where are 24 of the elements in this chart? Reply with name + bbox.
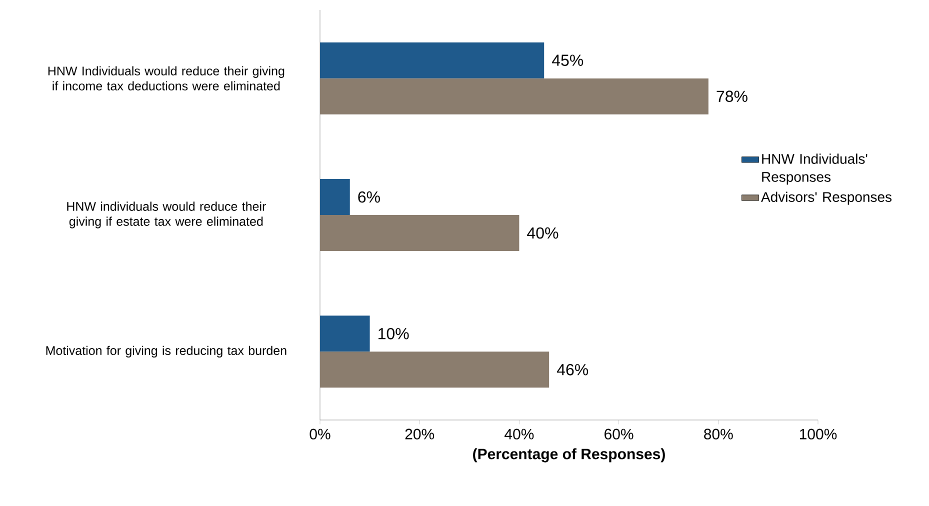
bar bbox=[320, 215, 520, 251]
legend-label: Advisors' Responses bbox=[761, 192, 892, 205]
data-label: 6% bbox=[358, 191, 380, 203]
x-tick-label: 0% bbox=[310, 428, 330, 440]
data-label: 10% bbox=[378, 328, 409, 340]
bar bbox=[320, 352, 550, 388]
data-label: 46% bbox=[556, 364, 588, 376]
data-label: 78% bbox=[716, 90, 748, 102]
x-tick-label: 60% bbox=[604, 428, 634, 440]
legend-label: HNW Individuals' Responses bbox=[762, 154, 868, 185]
y-tick-label: HNW individuals would reduce their giving if estate tax were eliminated bbox=[67, 202, 266, 228]
data-label: 40% bbox=[527, 227, 558, 239]
bar bbox=[320, 316, 370, 352]
bar bbox=[320, 42, 544, 78]
x-tick-label: 20% bbox=[405, 428, 434, 440]
x-tick-label: 100% bbox=[800, 428, 837, 440]
data-label: 45% bbox=[552, 54, 584, 66]
bar bbox=[320, 179, 350, 215]
y-tick-label: Motivation for giving is reducing tax burden bbox=[46, 346, 286, 358]
y-tick-label: HNW Individuals would reduce their giving if income tax deductions were eliminated bbox=[48, 66, 284, 90]
x-tick-label: 80% bbox=[704, 428, 733, 440]
x-axis-title: (Percentage of Responses) bbox=[473, 448, 665, 462]
x-tick-label: 40% bbox=[504, 428, 534, 440]
bar bbox=[320, 78, 708, 114]
